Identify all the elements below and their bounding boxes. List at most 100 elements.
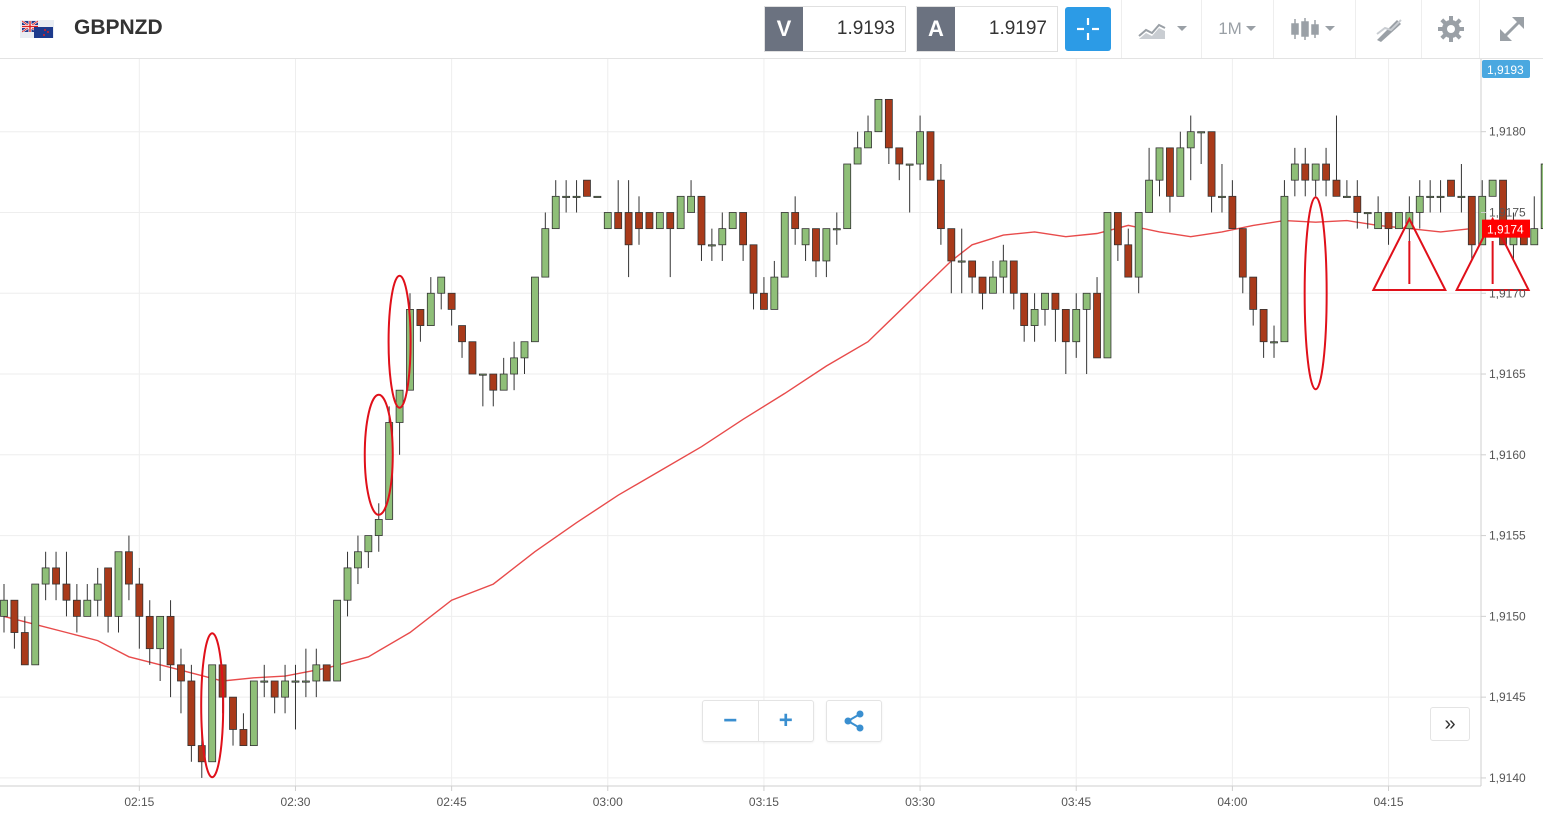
candle-body	[1134, 212, 1143, 278]
candle-body	[312, 664, 321, 682]
toolbar: GBPNZD V 1.9193 A 1.9197 1M	[0, 0, 1543, 59]
candle-body	[1061, 309, 1070, 343]
candle-body	[1395, 212, 1403, 230]
candle-body	[437, 276, 446, 294]
candle-body	[1197, 131, 1206, 134]
candle-body	[1280, 195, 1289, 343]
candle-body	[20, 632, 29, 666]
zoom-out-button[interactable]: −	[723, 707, 738, 734]
candle-body	[1176, 147, 1185, 197]
candle-body	[593, 195, 602, 198]
candle-body	[1415, 195, 1424, 213]
chart-type-icon	[1138, 23, 1187, 39]
chart-grid	[0, 59, 1481, 786]
time-tick-label: 03:00	[593, 795, 623, 809]
candle-body	[832, 228, 841, 231]
candle-body	[197, 745, 206, 763]
candles-button[interactable]	[1273, 0, 1356, 58]
candle-body	[968, 260, 977, 278]
price-tick-label: 1,9165	[1489, 367, 1526, 381]
time-tick-label: 04:00	[1217, 795, 1247, 809]
candle-body	[166, 615, 175, 666]
candle-body	[187, 680, 196, 747]
candle-body	[416, 309, 425, 326]
annotation-ellipse	[1303, 196, 1328, 391]
candle-body	[125, 551, 133, 585]
candle-body	[624, 212, 633, 246]
candle-body	[1311, 163, 1320, 181]
candle-body	[1145, 179, 1153, 213]
candle-body	[999, 260, 1008, 278]
candle-body	[145, 615, 154, 650]
candle-body	[520, 341, 529, 359]
candle-body	[114, 551, 123, 617]
candle-body	[510, 357, 518, 375]
candle-body	[1530, 228, 1539, 246]
candle-body	[478, 373, 487, 376]
candle-body	[676, 195, 685, 230]
scroll-to-latest-button[interactable]: »	[1430, 707, 1470, 741]
candle-body	[770, 276, 779, 310]
candle-body	[1270, 341, 1278, 344]
share-button[interactable]	[826, 700, 882, 742]
buy-label: A	[917, 7, 955, 51]
candle-body	[1290, 163, 1299, 181]
chevron-down-icon	[1245, 26, 1256, 31]
warning-triangle-icon	[1455, 216, 1531, 291]
buy-price-button[interactable]: A 1.9197	[916, 6, 1058, 52]
timeframe-select[interactable]: 1M	[1201, 0, 1274, 58]
zoom-controls: − +	[702, 700, 814, 742]
price-tick-label: 1,9180	[1489, 125, 1526, 139]
candle-body	[1540, 163, 1543, 230]
candle-body	[72, 599, 81, 617]
last-price-tag-label: 1,9174	[1487, 223, 1524, 237]
sell-label: V	[765, 7, 803, 51]
candle-body	[853, 147, 862, 165]
candle-body	[62, 583, 71, 601]
zoom-in-button[interactable]: +	[757, 701, 814, 741]
settings-button[interactable]	[1421, 0, 1480, 58]
candle-body	[489, 373, 498, 391]
candle-body	[1218, 195, 1226, 198]
drawing-tools-button[interactable]	[1355, 0, 1422, 58]
price-chart[interactable]: 1,9140 1,9145 1,9150 1,9155 1,9160 1,9165 1,91…	[0, 59, 1543, 822]
candle-body	[468, 341, 477, 375]
candle-body	[1249, 276, 1258, 310]
candle-body	[458, 325, 466, 343]
candle-body	[614, 212, 623, 230]
time-tick-label: 02:30	[280, 795, 310, 809]
candle-body	[135, 583, 144, 617]
candle-body	[1228, 195, 1237, 230]
candle-body	[1457, 195, 1466, 198]
candle-body	[1093, 292, 1101, 359]
candle-body	[749, 244, 758, 294]
candle-body	[93, 583, 102, 601]
candle-body	[1082, 292, 1091, 310]
candle-body	[1426, 195, 1435, 198]
candle-body	[1030, 309, 1039, 326]
buy-price: 1.9197	[988, 18, 1047, 39]
price-axis: 1,9140 1,9145 1,9150 1,9155 1,9160 1,9165 1,91…	[1481, 125, 1526, 785]
price-tick-label: 1,9160	[1489, 448, 1526, 462]
candle-body	[83, 599, 92, 617]
sell-price-button[interactable]: V 1.9193	[764, 6, 906, 52]
crosshair-button[interactable]	[1060, 0, 1116, 58]
candle-body	[864, 131, 872, 149]
candle-body	[1259, 309, 1268, 343]
candle-body	[926, 131, 935, 181]
candle-body	[1467, 195, 1476, 246]
candle-body	[31, 583, 40, 666]
candle-body	[239, 729, 248, 747]
instrument-symbol: GBPNZD	[74, 16, 163, 39]
candle-body	[666, 212, 675, 230]
chart-type-button[interactable]	[1121, 0, 1202, 58]
candle-body	[947, 228, 956, 262]
candles-layer	[0, 98, 1543, 778]
candle-body	[916, 131, 924, 165]
candle-body	[874, 98, 883, 133]
candle-body	[177, 664, 185, 682]
candle-body	[739, 212, 748, 246]
candle-body	[291, 680, 300, 683]
expand-button[interactable]	[1479, 0, 1543, 58]
candle-body	[395, 389, 404, 423]
